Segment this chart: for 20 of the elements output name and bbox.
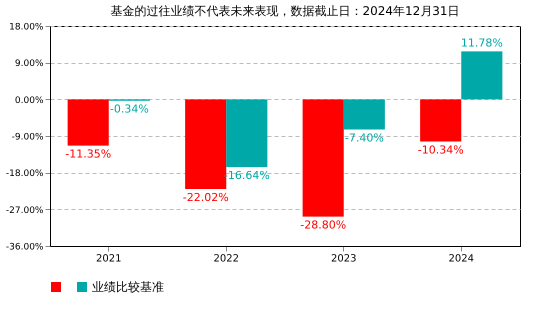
y-tick-label: 9.00%	[14, 59, 44, 70]
y-tick-label: 0.00%	[14, 96, 44, 106]
y-tick-label: -18.00%	[6, 169, 44, 180]
data-label: -11.35%	[65, 148, 112, 161]
data-label: -10.34%	[418, 143, 464, 156]
x-tick-label: 2024	[448, 254, 474, 264]
y-tick-label: -27.00%	[6, 206, 44, 216]
y-tick-label: -9.00%	[12, 132, 44, 142]
x-tick-label: 2023	[331, 254, 356, 264]
legend-label: 业绩比较基准	[92, 280, 164, 294]
chart-title: 基金的过往业绩不代表未来表现，数据截止日：2024年12月31日	[110, 4, 460, 18]
y-tick-label: -36.00%	[6, 242, 44, 252]
data-label: 11.78%	[460, 36, 503, 50]
data-label: -28.80%	[300, 218, 346, 232]
data-label: -22.02%	[182, 191, 229, 204]
data-label: -0.34%	[110, 102, 149, 116]
x-tick-label: 2021	[96, 254, 122, 264]
y-tick-label: 18.00%	[9, 22, 44, 32]
x-tick-label: 2022	[214, 254, 239, 264]
data-label: -7.40%	[344, 131, 384, 144]
